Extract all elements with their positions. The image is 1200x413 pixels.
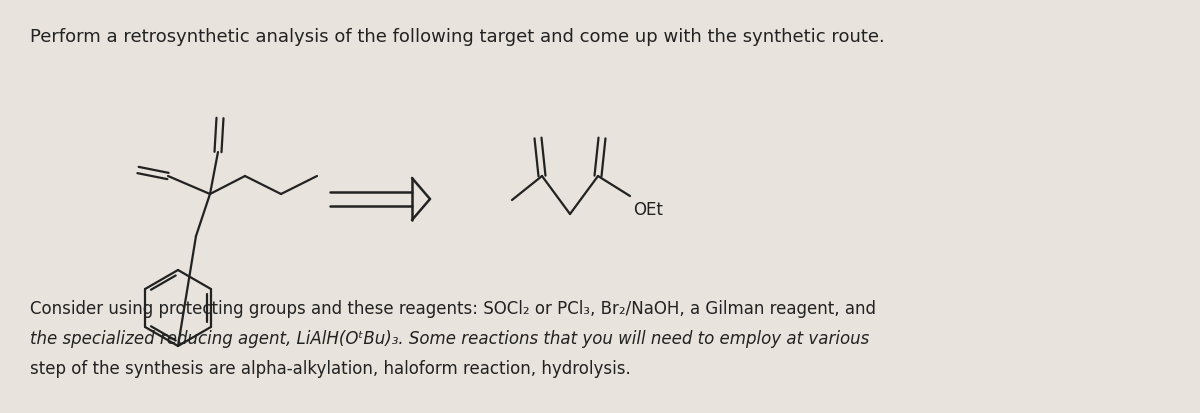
Text: OEt: OEt (634, 201, 662, 218)
Text: step of the synthesis are alpha-alkylation, haloform reaction, hydrolysis.: step of the synthesis are alpha-alkylati… (30, 359, 631, 377)
Text: Consider using protecting groups and these reagents: SOCl₂ or PCl₃, Br₂/NaOH, a : Consider using protecting groups and the… (30, 299, 876, 317)
Text: the specialized reducing agent, LiAlH(OᵗBu)₃. Some reactions that you will need : the specialized reducing agent, LiAlH(Oᵗ… (30, 329, 869, 347)
Text: Perform a retrosynthetic analysis of the following target and come up with the s: Perform a retrosynthetic analysis of the… (30, 28, 884, 46)
